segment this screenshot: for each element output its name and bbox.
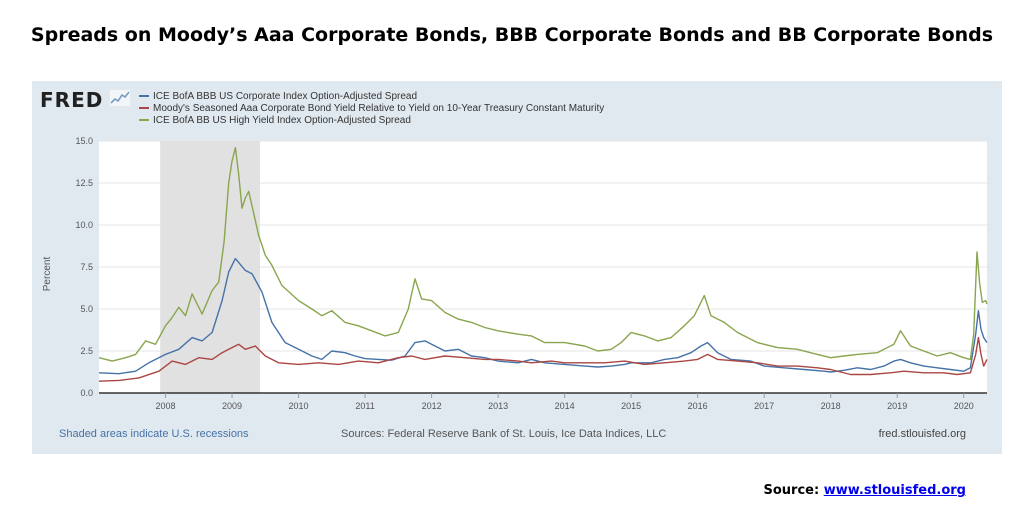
x-tick-label: 2010 bbox=[289, 401, 309, 411]
sources-note: Sources: Federal Reserve Bank of St. Lou… bbox=[341, 428, 667, 440]
x-tick-label: 2017 bbox=[754, 401, 774, 411]
fred-logo[interactable]: FRED bbox=[40, 88, 104, 112]
x-tick-label: 2008 bbox=[156, 401, 176, 411]
page-title: Spreads on Moody’s Aaa Corporate Bonds, … bbox=[30, 24, 994, 46]
legend-label-aaa: Moody's Seasoned Aaa Corporate Bond Yiel… bbox=[153, 102, 605, 114]
x-tick-label: 2009 bbox=[222, 401, 242, 411]
series-line-2 bbox=[98, 146, 988, 362]
x-tick-label: 2012 bbox=[422, 401, 442, 411]
legend-item-bb[interactable]: ICE BofA BB US High Yield Index Option-A… bbox=[139, 114, 604, 126]
line-chart: 0.0 2.5 5.0 7.5 10.0 12.5 15.0 2008 2009 2010 2011… bbox=[42, 136, 988, 411]
source-line: Source: www.stlouisfed.org bbox=[763, 483, 966, 498]
x-tick-label: 2011 bbox=[355, 401, 374, 411]
x-tick-label: 2018 bbox=[821, 401, 841, 411]
source-label: Source: bbox=[763, 483, 820, 498]
y-tick-label: 0.0 bbox=[80, 388, 93, 398]
y-tick-label: 12.5 bbox=[75, 178, 93, 188]
chart-legend: ICE BofA BBB US Corporate Index Option-A… bbox=[139, 90, 604, 126]
legend-label-bb: ICE BofA BB US High Yield Index Option-A… bbox=[153, 114, 411, 126]
fred-logo-chart-icon bbox=[110, 90, 130, 106]
y-axis-label: Percent bbox=[42, 257, 53, 292]
recession-shading bbox=[160, 141, 260, 393]
legend-swatch-bbb bbox=[139, 95, 149, 97]
legend-swatch-bb bbox=[139, 119, 149, 121]
x-tick-label: 2013 bbox=[488, 401, 508, 411]
x-tick-label: 2019 bbox=[887, 401, 907, 411]
axes: 0.0 2.5 5.0 7.5 10.0 12.5 15.0 2008 2009 2010 2011… bbox=[75, 136, 987, 411]
y-tick-label: 15.0 bbox=[75, 136, 93, 146]
series-lines bbox=[98, 146, 988, 382]
y-tick-label: 5.0 bbox=[80, 304, 93, 314]
y-tick-label: 2.5 bbox=[80, 346, 93, 356]
series-line-0 bbox=[98, 257, 988, 375]
series-line-1 bbox=[98, 336, 988, 382]
source-link[interactable]: www.stlouisfed.org bbox=[823, 483, 966, 498]
legend-item-aaa[interactable]: Moody's Seasoned Aaa Corporate Bond Yiel… bbox=[139, 102, 604, 114]
recession-band bbox=[160, 141, 260, 393]
x-tick-label: 2014 bbox=[555, 401, 575, 411]
legend-swatch-aaa bbox=[139, 107, 149, 109]
y-tick-label: 7.5 bbox=[80, 262, 93, 272]
y-tick-label: 10.0 bbox=[75, 220, 93, 230]
legend-label-bbb: ICE BofA BBB US Corporate Index Option-A… bbox=[153, 90, 418, 102]
recession-note[interactable]: Shaded areas indicate U.S. recessions bbox=[59, 428, 249, 440]
legend-item-bbb[interactable]: ICE BofA BBB US Corporate Index Option-A… bbox=[139, 90, 604, 102]
x-tick-label: 2016 bbox=[688, 401, 708, 411]
x-tick-label: 2020 bbox=[954, 401, 974, 411]
fred-chart-panel: FRED ICE BofA BBB US Corporate Index Opt… bbox=[32, 81, 1002, 454]
fred-site-link[interactable]: fred.stlouisfed.org bbox=[878, 428, 966, 440]
x-tick-label: 2015 bbox=[621, 401, 641, 411]
